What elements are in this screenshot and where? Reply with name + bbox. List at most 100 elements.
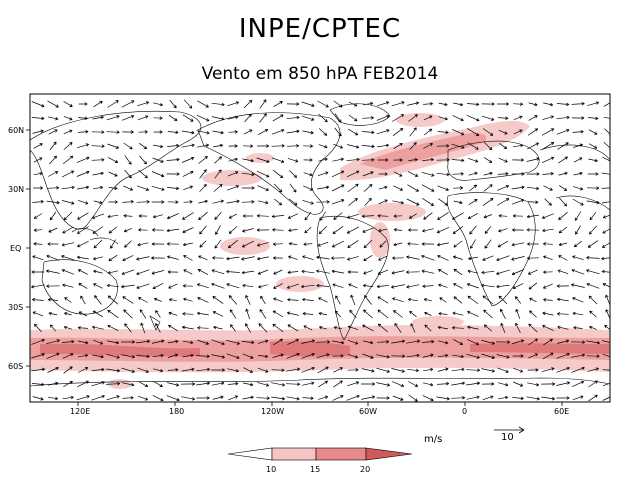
wind-vector [422,228,434,233]
wind-vector [167,368,179,372]
wind-vector [466,128,480,136]
wind-vector [571,268,585,275]
wind-vector [31,382,45,387]
wind-vector [318,297,328,303]
wind-vector [136,283,150,290]
wind-vector [77,212,89,220]
wind-vector [62,353,74,359]
wind-vector [316,269,330,274]
wind-vector [241,186,255,190]
wind-vector [181,382,196,386]
wind-vector [571,340,586,344]
wind-vector [453,200,463,205]
wind-vector [212,311,224,317]
wind-vector [271,157,285,163]
wind-vector [167,270,179,274]
wind-vector [303,172,313,177]
wind-vector [332,157,344,162]
wind-vector [362,227,374,233]
wind-vector [34,323,42,333]
wind-vector [481,283,495,288]
wind-vector [198,156,208,164]
wind-vector [605,294,610,306]
wind-vector [602,340,610,343]
wind-vector [364,197,372,207]
wind-vector [527,242,539,246]
wind-vector [317,366,329,374]
wind-vector [348,283,358,289]
wind-vector [470,239,476,249]
wind-vector [364,295,372,305]
wind-vector [453,339,463,345]
wind-vector [544,198,552,206]
wind-vector [47,186,60,190]
wind-vector [346,157,360,162]
wind-vector [123,214,133,218]
colorbar-tick-20: 20 [360,465,370,474]
wind-vector [438,116,448,121]
wind-vector [573,186,584,191]
wind-vector [409,310,417,318]
wind-vector [542,324,554,331]
wind-vector [241,172,255,177]
wind-vector [181,156,195,163]
wind-vector [334,310,342,318]
wind-vector [347,256,359,261]
wind-vector [241,256,255,261]
wind-vector [572,198,584,206]
wind-vector [226,283,240,289]
wind-vector [197,143,210,148]
wind-vector [256,157,270,163]
wind-vector [196,130,210,135]
wind-vector [556,381,570,386]
wind-vector [377,214,389,218]
wind-vector [483,141,493,151]
wind-vector [196,367,211,372]
wind-vector [347,270,359,274]
wind-vector [136,269,150,276]
wind-vector [393,214,403,218]
wind-vector [257,200,269,205]
wind-vector [602,353,610,358]
wind-vector [393,242,403,247]
wind-vector [168,353,179,358]
wind-vector [334,127,342,137]
wind-vector [242,214,253,218]
wind-vector [526,396,540,401]
wind-vector [108,171,118,177]
wind-vector [408,228,418,232]
wind-vector [259,113,267,123]
wind-vector [438,283,448,288]
wind-vector [423,143,433,149]
reference-vector-label: 10 [501,432,514,443]
wind-vector [541,213,554,220]
wind-vector [543,185,553,191]
wind-vector [181,396,196,401]
wind-vector [347,368,359,372]
wind-vector [587,172,599,176]
wind-vector [496,255,510,262]
wind-vector [182,284,193,288]
wind-vector [318,113,328,123]
wind-vector [527,382,540,387]
wind-vector [469,184,478,192]
wind-vector [287,298,299,302]
wind-vector [586,200,600,205]
wind-vector [77,199,89,205]
wind-vector [76,226,89,234]
wind-vector [586,269,600,275]
wind-vector [63,101,73,107]
wind-vector [93,185,104,190]
wind-vector [259,309,267,319]
wind-vector [346,213,359,219]
wind-vector [301,101,315,107]
wind-vector [362,283,373,288]
wind-vector [273,297,283,302]
wind-vector [362,324,374,332]
wind-vector [527,142,539,150]
wind-vector [362,171,374,177]
wind-vector [497,240,509,248]
wind-vector [377,296,389,304]
wind-vector [138,169,148,179]
wind-vector [452,212,464,220]
